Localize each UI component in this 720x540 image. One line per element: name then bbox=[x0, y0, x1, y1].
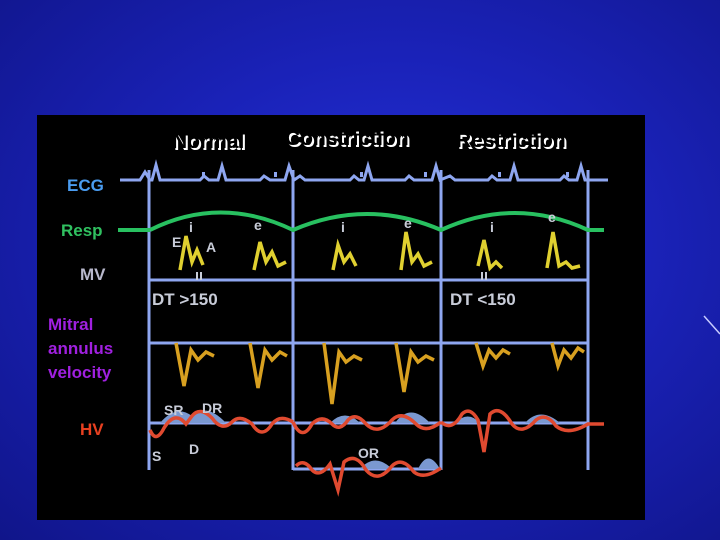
label-sr: SR bbox=[164, 402, 183, 418]
row-label-ecg: ECG bbox=[67, 176, 104, 195]
hv-fill-or bbox=[360, 458, 440, 469]
row-label-mv: MV bbox=[80, 265, 106, 284]
pointer-line bbox=[703, 315, 720, 335]
column-header-restriction: Restriction bbox=[456, 129, 566, 152]
resp-trace bbox=[149, 210, 604, 233]
label-d: D bbox=[189, 441, 199, 457]
diagram-panel bbox=[37, 115, 645, 520]
annulus-restriction-2 bbox=[550, 342, 585, 372]
mv-normal-2 bbox=[252, 241, 287, 271]
row-label-mitral-2: annulus bbox=[48, 339, 113, 358]
label-e-wave: E bbox=[172, 234, 181, 250]
label-dt-normal: DT >150 bbox=[152, 290, 218, 309]
mv-constriction-1 bbox=[331, 238, 358, 271]
annulus-constriction-1 bbox=[322, 342, 363, 405]
mv-normal-1 bbox=[178, 235, 205, 271]
column-header-normal-shadow: Normal bbox=[174, 132, 246, 155]
hv-constriction bbox=[291, 414, 443, 435]
label-a-wave: A bbox=[206, 239, 216, 255]
column-header-normal: Normal bbox=[172, 130, 244, 153]
row-label-mitral-1: Mitral bbox=[48, 315, 93, 334]
label-exp-restriction: e bbox=[548, 209, 556, 225]
row-label-hv: HV bbox=[80, 420, 104, 439]
column-header-restriction-shadow: Restriction bbox=[458, 131, 568, 154]
annulus-traces bbox=[174, 342, 585, 405]
label-dr: DR bbox=[202, 400, 222, 416]
annulus-normal-2 bbox=[248, 342, 288, 389]
hv-traces bbox=[148, 408, 604, 497]
column-header-constriction-shadow: Constriction bbox=[287, 129, 411, 152]
hv-normal bbox=[148, 409, 294, 439]
mv-restriction-2 bbox=[545, 231, 581, 270]
label-dt-restriction: DT <150 bbox=[450, 290, 516, 309]
mv-traces bbox=[178, 231, 581, 272]
ecg-markers bbox=[202, 172, 569, 177]
annulus-restriction-1 bbox=[474, 342, 511, 372]
mv-constriction-2 bbox=[399, 231, 433, 271]
hv-restriction bbox=[439, 408, 604, 453]
label-insp-normal: i bbox=[189, 219, 193, 235]
label-insp-constriction: i bbox=[341, 219, 345, 235]
label-insp-restriction: i bbox=[490, 219, 494, 235]
row-label-resp: Resp bbox=[61, 221, 103, 240]
annulus-normal-1 bbox=[174, 342, 215, 387]
label-s: S bbox=[152, 448, 161, 464]
label-or: OR bbox=[358, 445, 379, 461]
row-label-mitral-3: velocity bbox=[48, 363, 112, 382]
annulus-constriction-2 bbox=[394, 342, 435, 393]
mv-tick-marks bbox=[196, 272, 487, 280]
column-header-constriction: Constriction bbox=[285, 127, 409, 150]
hv-or-trace bbox=[294, 456, 443, 497]
mv-restriction-1 bbox=[476, 239, 504, 272]
label-exp-constriction: e bbox=[404, 215, 412, 231]
label-exp-normal: e bbox=[254, 217, 262, 233]
